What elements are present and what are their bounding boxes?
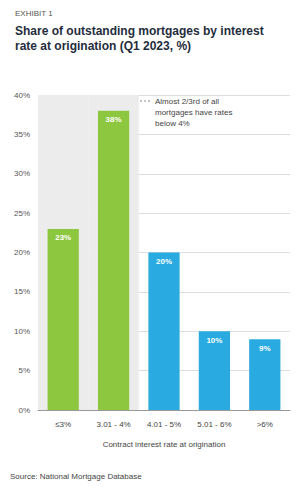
svg-text:EXHIBIT 1: EXHIBIT 1 [15, 9, 53, 18]
svg-text:15%: 15% [14, 287, 30, 296]
svg-text:0%: 0% [18, 406, 30, 415]
svg-text:Share of outstanding mortgages: Share of outstanding mortgages by intere… [15, 24, 267, 38]
svg-text:5%: 5% [18, 366, 30, 375]
svg-text:35%: 35% [14, 130, 30, 139]
svg-text:25%: 25% [14, 209, 30, 218]
svg-text:3.01 - 4%: 3.01 - 4% [96, 420, 130, 429]
svg-text:10%: 10% [206, 336, 222, 345]
svg-text:4.01 - 5%: 4.01 - 5% [147, 420, 181, 429]
svg-text:40%: 40% [14, 91, 30, 100]
svg-text:Source: National Mortgage Data: Source: National Mortgage Database [10, 472, 142, 481]
svg-text:Contract interest rate at orig: Contract interest rate at origination [103, 440, 226, 449]
svg-text:5.01 - 6%: 5.01 - 6% [197, 420, 231, 429]
svg-text:mortgages have rates: mortgages have rates [155, 108, 235, 117]
svg-text:≤3%: ≤3% [55, 420, 71, 429]
svg-text:20%: 20% [156, 257, 172, 266]
svg-text:23%: 23% [55, 233, 71, 242]
svg-text:rate at origination (Q1 2023,: rate at origination (Q1 2023, %) [15, 39, 191, 53]
svg-text:38%: 38% [106, 115, 122, 124]
svg-text:below 4%: below 4% [155, 119, 190, 128]
svg-text:20%: 20% [14, 248, 30, 257]
svg-text:9%: 9% [259, 344, 271, 353]
svg-text:Almost 2/3rd of all: Almost 2/3rd of all [155, 97, 221, 106]
svg-text:10%: 10% [14, 327, 30, 336]
svg-text:>6%: >6% [257, 420, 273, 429]
svg-text:30%: 30% [14, 169, 30, 178]
